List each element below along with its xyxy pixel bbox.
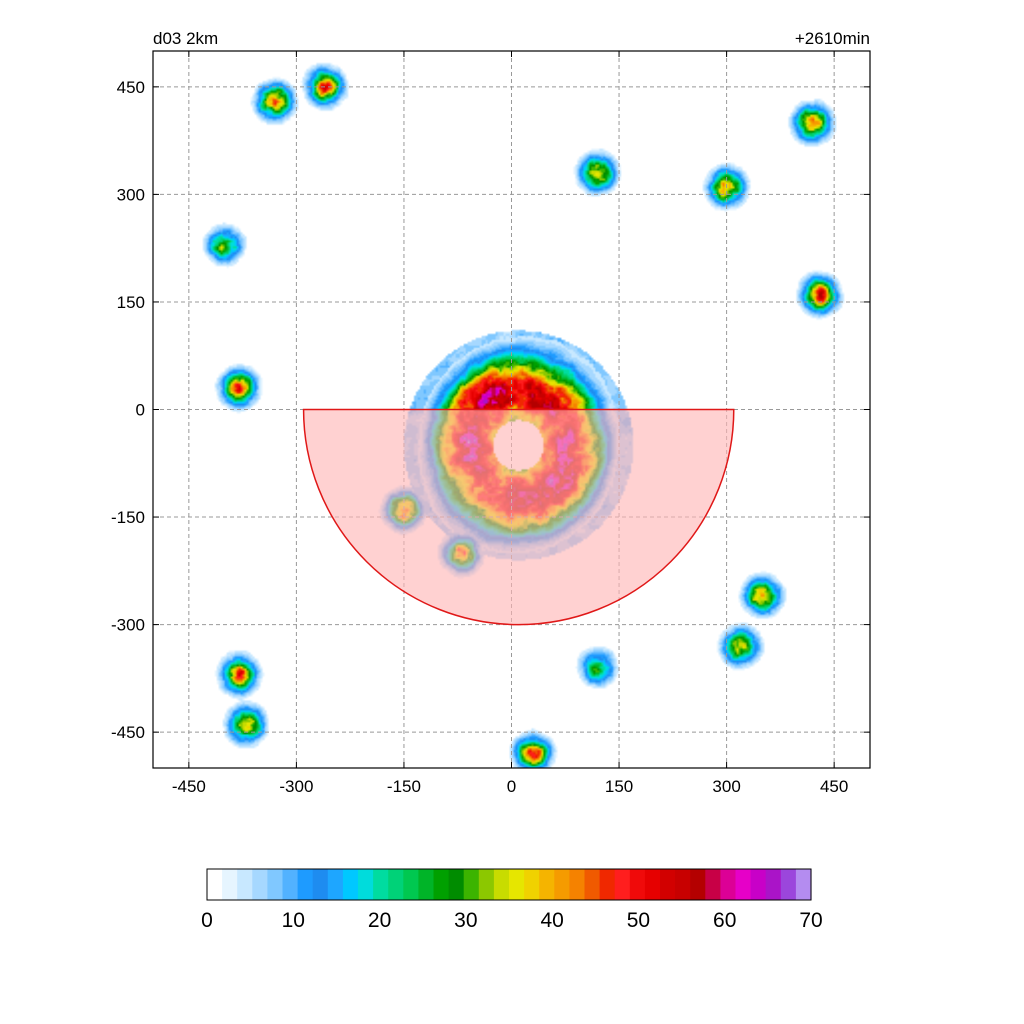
y-tick-label: -150 bbox=[111, 508, 145, 527]
y-tick-label: 0 bbox=[136, 401, 145, 420]
colorbar-swatch bbox=[358, 869, 374, 900]
colorbar-tick-label: 70 bbox=[799, 909, 822, 932]
colorbar-swatch bbox=[327, 869, 344, 900]
colorbar-swatch bbox=[373, 869, 389, 900]
colorbar-swatch bbox=[478, 869, 495, 900]
colorbar-swatch bbox=[237, 869, 253, 900]
colorbar-swatch bbox=[267, 869, 284, 900]
colorbar-tick-label: 40 bbox=[540, 909, 563, 932]
x-tick-label: 300 bbox=[712, 777, 740, 796]
colorbar-swatches bbox=[207, 869, 812, 900]
colorbar-swatch bbox=[222, 869, 238, 900]
title-right: +2610min bbox=[795, 29, 870, 48]
colorbar-swatch bbox=[539, 869, 555, 900]
colorbar-swatch bbox=[493, 869, 510, 900]
colorbar-swatch bbox=[463, 869, 480, 900]
colorbar-swatch bbox=[765, 869, 782, 900]
colorbar-swatch bbox=[690, 869, 706, 900]
colorbar-swatch bbox=[524, 869, 540, 900]
colorbar-swatch bbox=[418, 869, 435, 900]
colorbar-swatch bbox=[252, 869, 268, 900]
colorbar-swatch bbox=[569, 869, 586, 900]
colorbar-swatch bbox=[388, 869, 404, 900]
colorbar-labels: 0 10 20 30 40 50 60 70 bbox=[201, 909, 823, 932]
colorbar-swatch bbox=[750, 869, 767, 900]
title-left: d03 2km bbox=[153, 29, 218, 48]
colorbar-swatch bbox=[735, 869, 752, 900]
y-tick-labels: 450 300 150 0 -150 -300 -450 bbox=[111, 78, 145, 742]
colorbar-swatch bbox=[599, 869, 616, 900]
colorbar-swatch bbox=[403, 869, 419, 900]
y-tick-label: 150 bbox=[117, 293, 145, 312]
colorbar-swatch bbox=[509, 869, 525, 900]
x-tick-label: 150 bbox=[605, 777, 633, 796]
colorbar-swatch bbox=[675, 869, 691, 900]
colorbar-tick-label: 20 bbox=[368, 909, 391, 932]
colorbar-tick-label: 30 bbox=[454, 909, 477, 932]
colorbar: 0 10 20 30 40 50 60 70 bbox=[201, 868, 823, 932]
colorbar-swatch bbox=[644, 869, 661, 900]
overlay-sector bbox=[302, 408, 735, 626]
colorbar-tick-label: 60 bbox=[713, 909, 736, 932]
colorbar-swatch bbox=[342, 869, 359, 900]
colorbar-swatch bbox=[312, 869, 329, 900]
colorbar-swatch bbox=[297, 869, 314, 900]
colorbar-swatch bbox=[584, 869, 601, 900]
y-tick-label: -450 bbox=[111, 723, 145, 742]
colorbar-tick-label: 50 bbox=[627, 909, 650, 932]
x-tick-label: -300 bbox=[279, 777, 313, 796]
x-tick-labels: -450 -300 -150 0 150 300 450 bbox=[172, 777, 849, 796]
colorbar-swatch bbox=[433, 869, 450, 900]
colorbar-swatch bbox=[448, 869, 465, 900]
axis-ticks bbox=[153, 51, 870, 768]
colorbar-swatch bbox=[720, 869, 737, 900]
y-tick-label: -300 bbox=[111, 616, 145, 635]
colorbar-swatch bbox=[795, 869, 812, 900]
colorbar-swatch bbox=[554, 869, 570, 900]
colorbar-tick-label: 0 bbox=[201, 909, 213, 932]
colorbar-swatch bbox=[282, 869, 299, 900]
colorbar-tick-label: 10 bbox=[282, 909, 305, 932]
x-tick-label: -450 bbox=[172, 777, 206, 796]
x-tick-label: 0 bbox=[507, 777, 516, 796]
colorbar-frame bbox=[206, 868, 812, 901]
x-tick-label: -150 bbox=[387, 777, 421, 796]
colorbar-swatch bbox=[629, 869, 646, 900]
colorbar-swatch bbox=[780, 869, 797, 900]
colorbar-swatch bbox=[207, 869, 223, 900]
colorbar-swatch bbox=[614, 869, 631, 900]
plot-area bbox=[152, 50, 871, 769]
colorbar-swatch bbox=[705, 869, 721, 900]
y-tick-label: 450 bbox=[117, 78, 145, 97]
y-tick-label: 300 bbox=[117, 185, 145, 204]
colorbar-swatch bbox=[660, 869, 676, 900]
x-tick-label: 450 bbox=[820, 777, 848, 796]
